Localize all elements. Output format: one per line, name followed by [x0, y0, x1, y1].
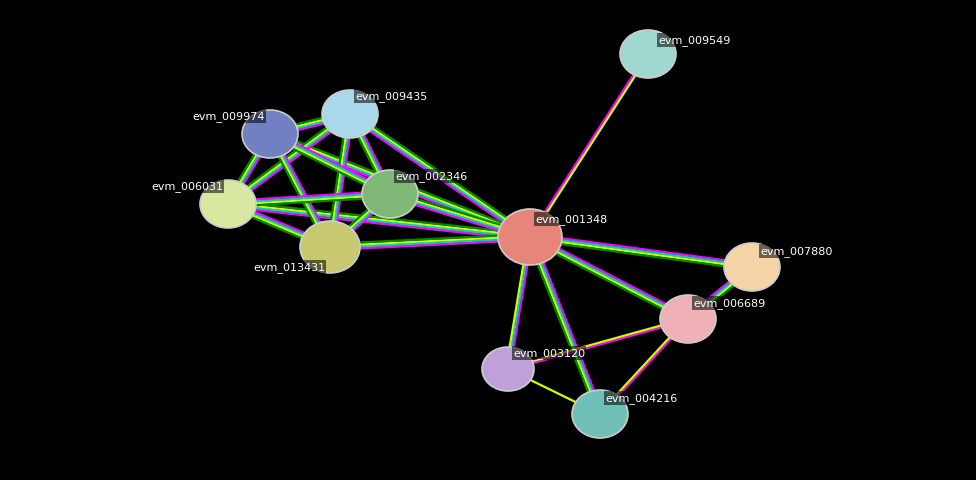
Text: evm_006031: evm_006031 — [151, 181, 223, 192]
Text: evm_007880: evm_007880 — [760, 246, 833, 257]
Text: evm_001348: evm_001348 — [535, 214, 607, 225]
Ellipse shape — [362, 171, 418, 218]
Ellipse shape — [620, 31, 676, 79]
Text: evm_013431: evm_013431 — [253, 262, 325, 273]
Ellipse shape — [300, 222, 360, 274]
Ellipse shape — [200, 180, 256, 228]
Ellipse shape — [572, 390, 628, 438]
Text: evm_009435: evm_009435 — [355, 91, 427, 102]
Text: evm_006689: evm_006689 — [693, 298, 765, 309]
Ellipse shape — [482, 347, 534, 391]
Ellipse shape — [498, 210, 562, 265]
Text: evm_002346: evm_002346 — [395, 171, 468, 182]
Ellipse shape — [724, 243, 780, 291]
Text: evm_004216: evm_004216 — [605, 393, 677, 404]
Text: evm_009974: evm_009974 — [192, 111, 265, 122]
Text: evm_003120: evm_003120 — [513, 348, 586, 359]
Text: evm_009549: evm_009549 — [658, 36, 730, 47]
Ellipse shape — [660, 295, 716, 343]
Ellipse shape — [322, 91, 378, 139]
Ellipse shape — [242, 111, 298, 159]
